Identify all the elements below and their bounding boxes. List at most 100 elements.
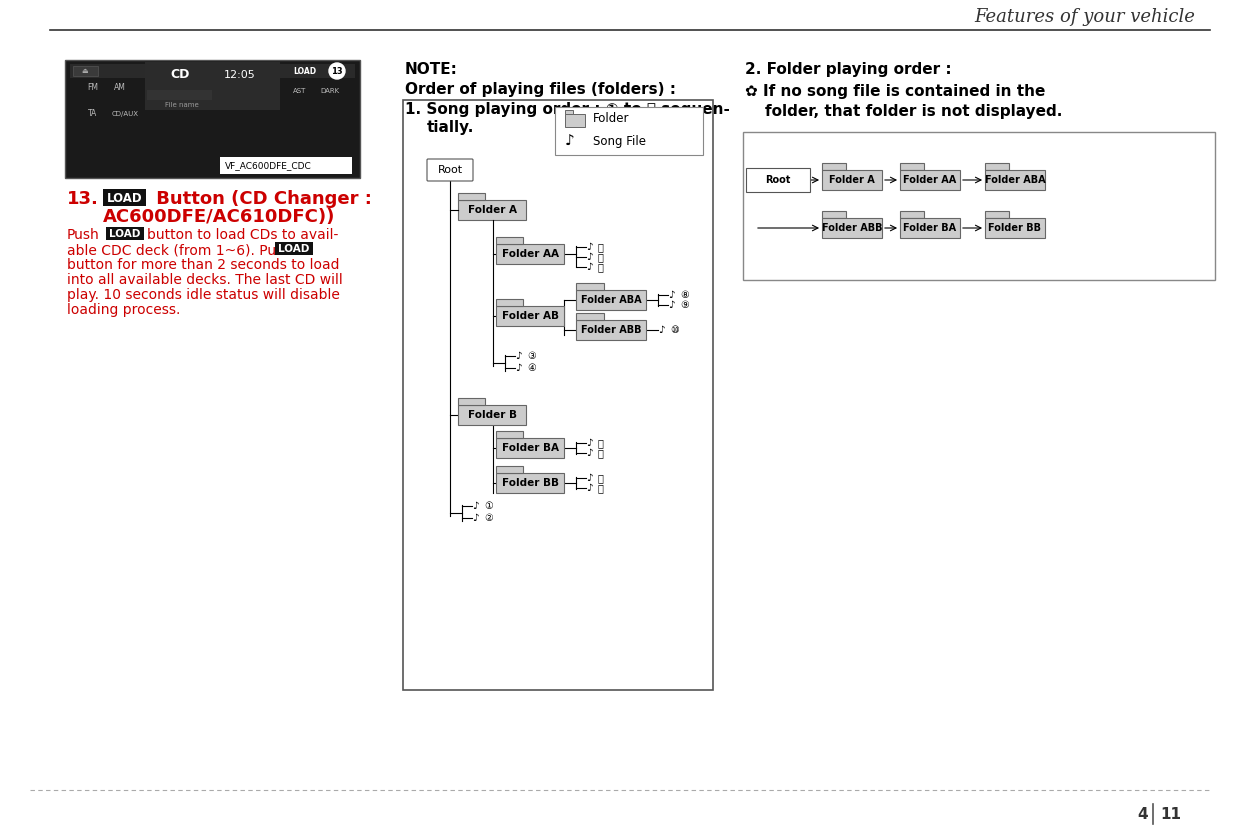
Text: Folder BB: Folder BB (501, 478, 558, 488)
FancyBboxPatch shape (458, 193, 485, 200)
Text: Folder AA: Folder AA (501, 249, 558, 259)
Text: ⑪: ⑪ (598, 438, 604, 448)
FancyBboxPatch shape (900, 218, 959, 238)
Text: TA: TA (88, 109, 98, 118)
FancyBboxPatch shape (427, 159, 473, 181)
Text: ♪: ♪ (586, 262, 593, 272)
FancyBboxPatch shape (404, 100, 713, 690)
FancyBboxPatch shape (66, 60, 360, 178)
FancyBboxPatch shape (458, 405, 526, 425)
Text: tially.: tially. (427, 120, 474, 135)
FancyBboxPatch shape (822, 218, 881, 238)
Text: ⑭: ⑭ (598, 483, 604, 493)
Text: 13: 13 (332, 66, 343, 75)
Text: 1. Song playing order : ① to ⑭ sequen-: 1. Song playing order : ① to ⑭ sequen- (405, 102, 730, 117)
Text: ②: ② (484, 513, 493, 523)
Text: Folder BA: Folder BA (501, 443, 558, 453)
Text: LOAD: LOAD (109, 229, 141, 239)
Text: ⏏: ⏏ (82, 68, 88, 74)
Text: AM: AM (114, 83, 126, 92)
Text: ⑬: ⑬ (598, 473, 604, 483)
Text: 2. Folder playing order :: 2. Folder playing order : (745, 62, 952, 77)
FancyBboxPatch shape (900, 163, 924, 170)
Text: ♪: ♪ (472, 501, 479, 511)
FancyBboxPatch shape (73, 66, 98, 76)
Text: Features of your vehicle: Features of your vehicle (974, 8, 1195, 26)
FancyBboxPatch shape (103, 189, 146, 206)
FancyBboxPatch shape (822, 170, 881, 190)
Text: Song File: Song File (593, 135, 646, 147)
Text: Ⓠ: Ⓠ (598, 252, 604, 262)
Text: ♪: ♪ (586, 438, 593, 448)
Circle shape (329, 63, 345, 79)
Text: ♪: ♪ (515, 351, 521, 361)
Text: Folder name: Folder name (165, 90, 208, 96)
Text: Folder BB: Folder BB (988, 223, 1041, 233)
Text: ④: ④ (527, 363, 536, 373)
FancyBboxPatch shape (985, 211, 1009, 218)
Text: able CDC deck (from 1~6). Push: able CDC deck (from 1~6). Push (67, 243, 292, 257)
Text: AC600DFE/AC610DFC)): AC600DFE/AC610DFC)) (103, 208, 335, 226)
Text: into all available decks. The last CD will: into all available decks. The last CD wi… (67, 273, 343, 287)
FancyBboxPatch shape (576, 283, 604, 290)
FancyBboxPatch shape (985, 218, 1045, 238)
Text: Folder A: Folder A (468, 205, 516, 215)
FancyBboxPatch shape (496, 244, 565, 264)
FancyBboxPatch shape (458, 398, 485, 405)
Text: ✿ If no song file is contained in the: ✿ If no song file is contained in the (745, 84, 1045, 99)
Text: Folder ABA: Folder ABA (581, 295, 641, 305)
FancyBboxPatch shape (555, 107, 703, 155)
Text: ①: ① (484, 501, 493, 511)
Text: button for more than 2 seconds to load: button for more than 2 seconds to load (67, 258, 339, 272)
Text: Folder ABB: Folder ABB (581, 325, 641, 335)
Text: 4: 4 (1138, 806, 1148, 821)
Text: ⑩: ⑩ (670, 325, 678, 335)
Text: ♪: ♪ (586, 473, 593, 483)
Text: CD/AUX: CD/AUX (111, 111, 139, 117)
Text: ③: ③ (527, 351, 536, 361)
FancyBboxPatch shape (747, 168, 810, 192)
FancyBboxPatch shape (576, 313, 604, 320)
Text: play. 10 seconds idle status will disable: play. 10 seconds idle status will disabl… (67, 288, 340, 302)
Text: button to load CDs to avail-: button to load CDs to avail- (147, 228, 338, 242)
FancyBboxPatch shape (71, 64, 355, 78)
FancyBboxPatch shape (147, 90, 212, 100)
Text: CD: CD (171, 68, 189, 80)
FancyBboxPatch shape (496, 306, 565, 326)
FancyBboxPatch shape (496, 473, 565, 493)
Text: Folder BA: Folder BA (904, 223, 957, 233)
FancyBboxPatch shape (275, 242, 313, 256)
Text: ⑫: ⑫ (598, 448, 604, 458)
FancyBboxPatch shape (496, 299, 524, 306)
FancyBboxPatch shape (565, 114, 584, 127)
Text: Folder ABA: Folder ABA (984, 175, 1045, 185)
Text: Root: Root (765, 175, 791, 185)
Text: VF_AC600DFE_CDC: VF_AC600DFE_CDC (225, 162, 312, 170)
Text: Folder ABB: Folder ABB (822, 223, 883, 233)
FancyBboxPatch shape (822, 163, 846, 170)
Text: Folder: Folder (593, 112, 629, 126)
FancyBboxPatch shape (985, 170, 1045, 190)
Text: 12:05: 12:05 (224, 70, 256, 80)
Text: ♪: ♪ (586, 448, 593, 458)
Text: Ⓟ: Ⓟ (598, 242, 604, 252)
Text: loading process.: loading process. (67, 303, 181, 317)
Text: Root: Root (437, 165, 463, 175)
Text: ♪: ♪ (659, 325, 665, 335)
Text: LOAD: LOAD (279, 244, 310, 254)
Text: Folder AB: Folder AB (501, 311, 558, 321)
Text: ⑧: ⑧ (680, 290, 688, 300)
Text: DARK: DARK (321, 88, 339, 94)
Text: ♪: ♪ (515, 363, 521, 373)
FancyBboxPatch shape (743, 132, 1214, 280)
Text: LOAD: LOAD (293, 66, 317, 75)
Text: Order of playing files (folders) :: Order of playing files (folders) : (405, 82, 676, 97)
Text: AST: AST (293, 88, 307, 94)
Text: Ⓡ: Ⓡ (598, 262, 604, 272)
Text: Button (CD Changer :: Button (CD Changer : (150, 190, 371, 208)
Text: ♪: ♪ (586, 242, 593, 252)
Text: Push: Push (67, 228, 100, 242)
FancyBboxPatch shape (285, 64, 326, 78)
Text: ⑨: ⑨ (680, 300, 688, 310)
Text: Folder B: Folder B (468, 410, 516, 420)
